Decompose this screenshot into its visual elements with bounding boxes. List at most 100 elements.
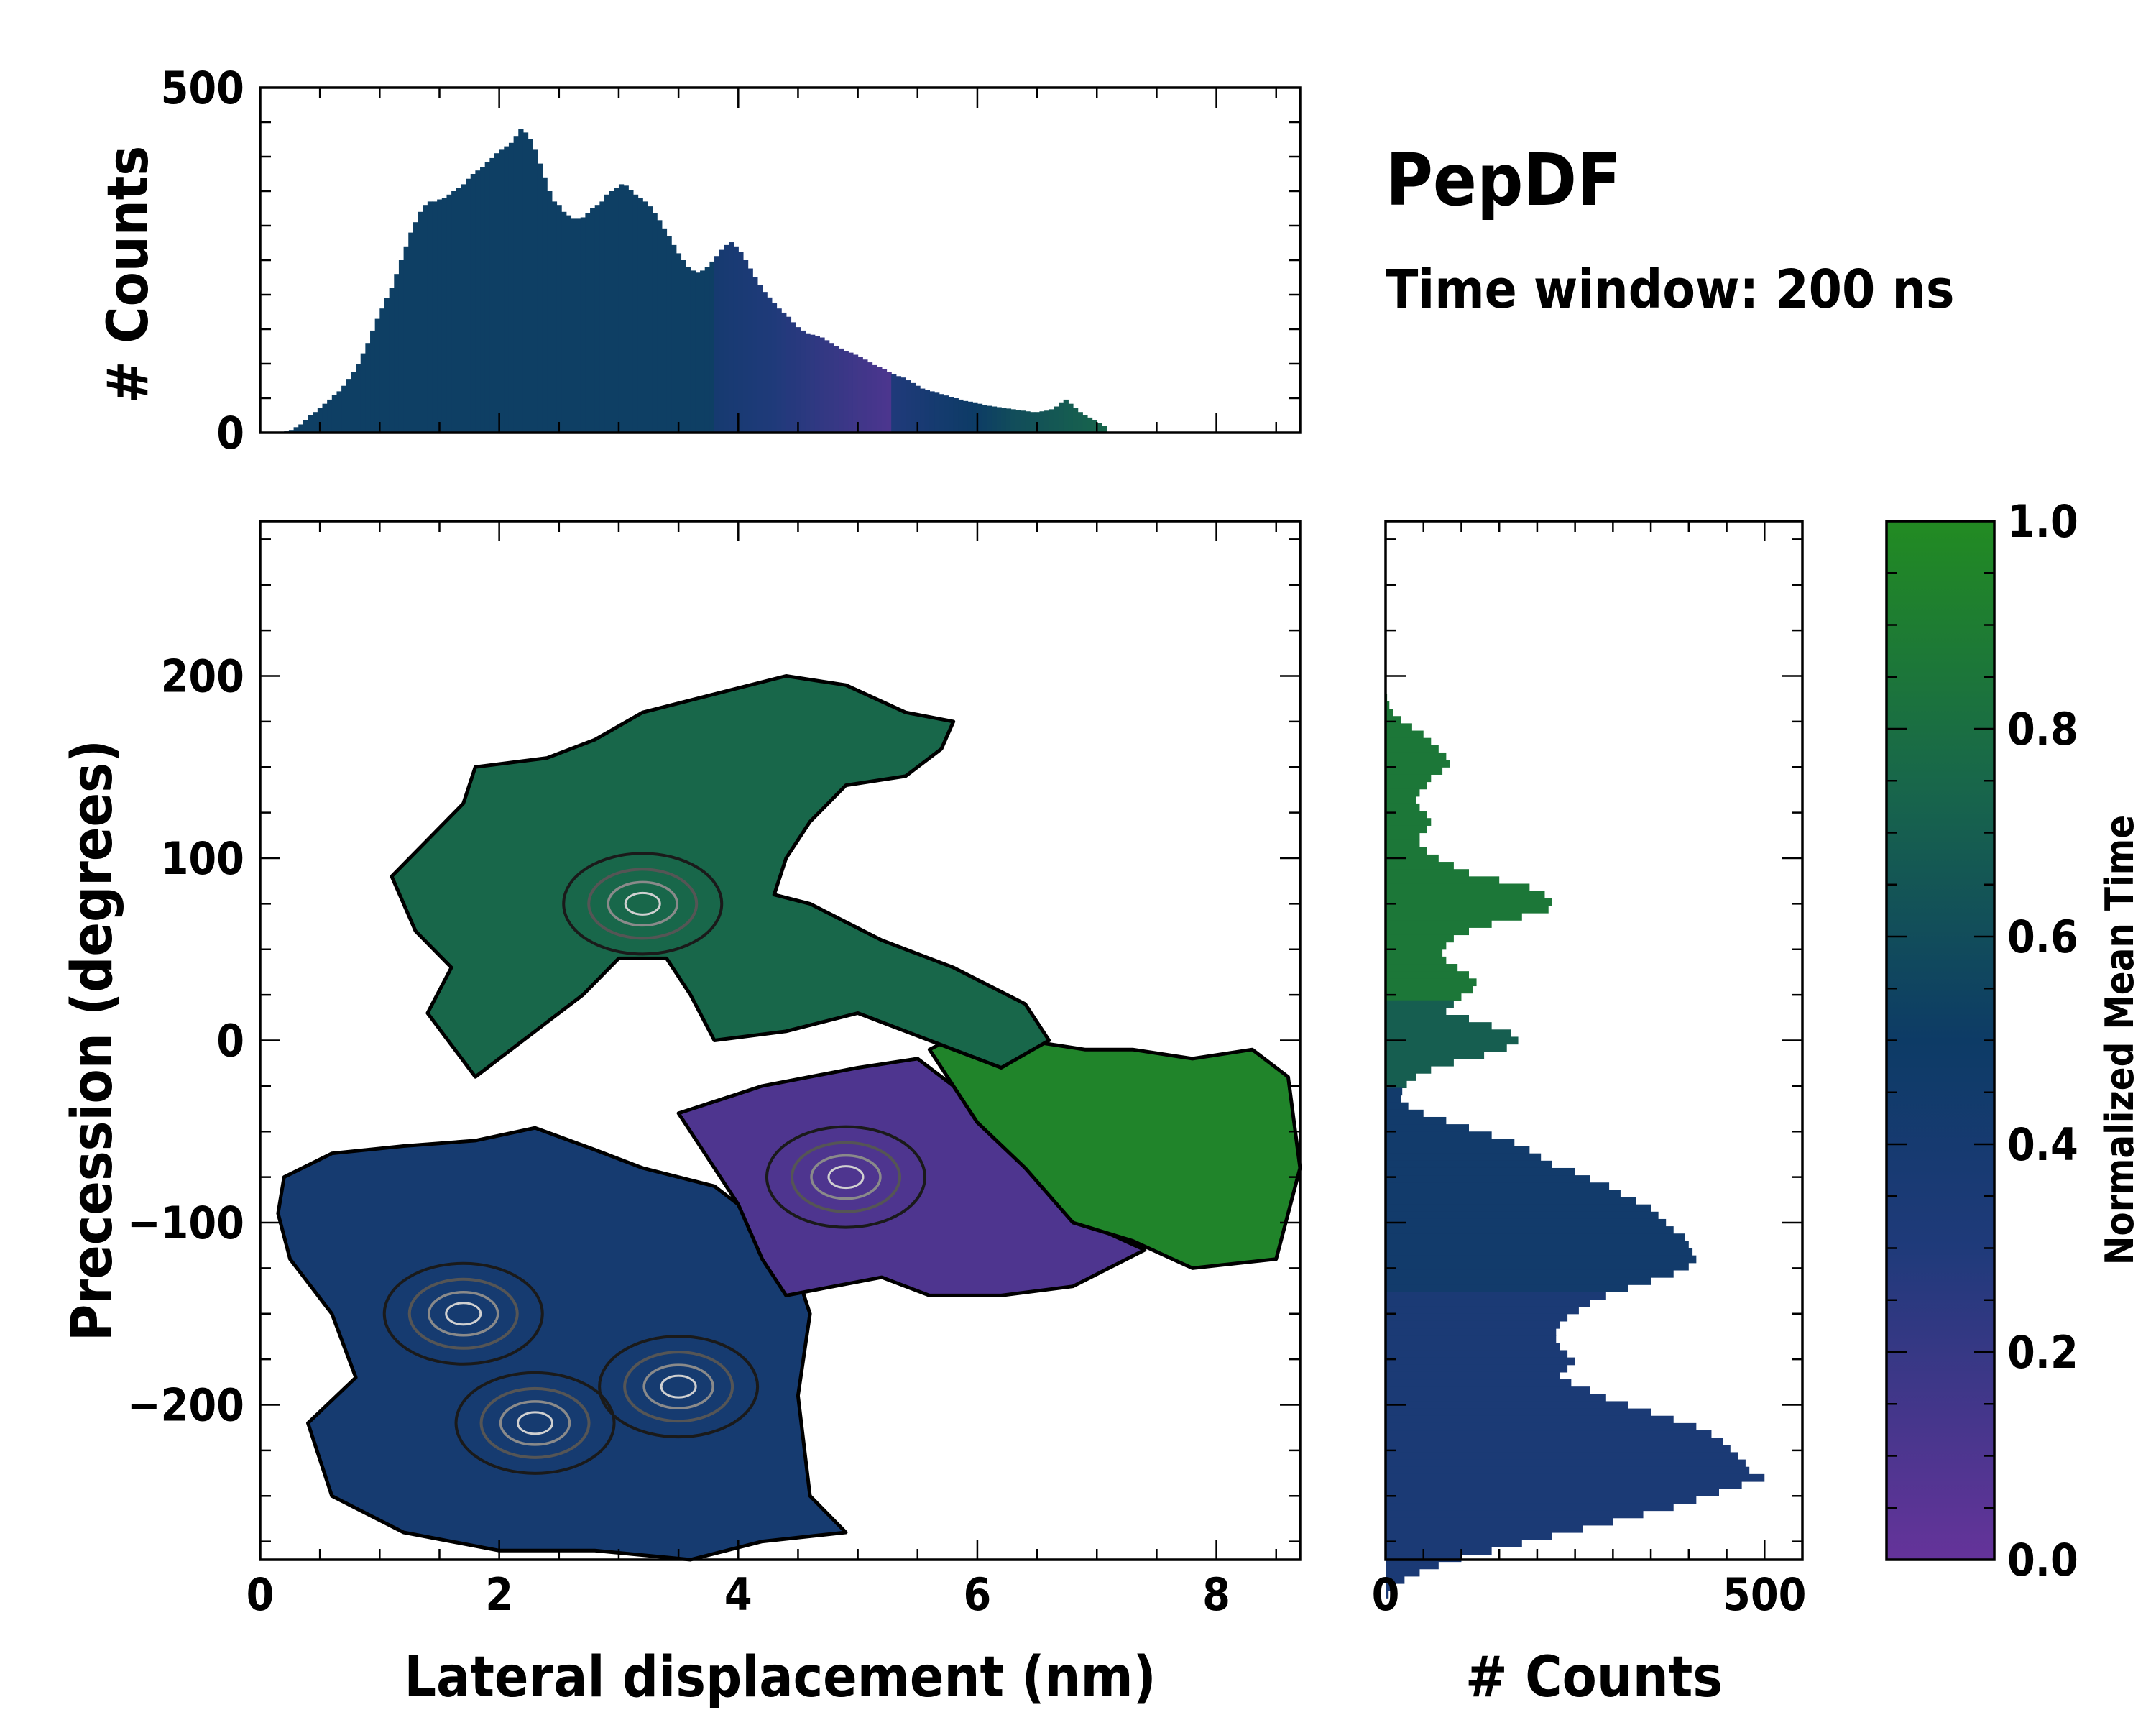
right-hist-bar [1386,1532,1552,1540]
top-hist-bar [322,403,328,433]
top-hist-bar [1001,408,1007,433]
right-hist-bar [1386,1284,1628,1292]
top-hist-bar [939,394,944,433]
right-x-tick-label: 500 [1723,1568,1806,1621]
top-hist-bar [441,198,448,433]
right-hist-bar [1386,1248,1693,1256]
top-hist-bar [1063,399,1069,433]
top-hist-bar [906,380,911,433]
top-hist-bar [389,288,395,433]
top-hist-bar [331,395,338,433]
right-hist-bar [1386,1568,1420,1577]
top-hist-bar [466,178,471,433]
right-hist-bar [1386,1357,1575,1366]
right-hist-bar [1386,1386,1590,1394]
right-hist-bar [1386,1503,1674,1512]
top-hist-bar [686,267,691,433]
top-hist-bar [982,405,987,433]
right-hist-bar [1386,1124,1469,1132]
right-hist-bar [1386,832,1420,841]
top-hist-bar [580,217,586,433]
right-hist-bar [1386,1218,1667,1227]
right-hist-bar [1386,774,1432,783]
right-hist-bar [1386,1350,1568,1358]
top-hist-bar [676,253,682,433]
colorbar-gradient [1886,521,1994,1560]
right-hist-bar [1386,949,1443,957]
x-tick-label: 6 [964,1568,992,1621]
top-hist-bar [576,218,581,433]
density-contour-1-2 [587,868,699,940]
top-hist-bar [747,268,753,433]
top-hist-bar [370,330,376,433]
right-histogram: 0 500# Counts [1372,520,1806,1710]
right-x-tick-label: 0 [1372,1568,1400,1621]
top-hist-bar [637,198,643,433]
right-hist-bar [1386,1065,1432,1074]
top-hist-bar [752,277,758,433]
right-hist-bar [1386,1547,1492,1555]
right-hist-bar [1386,701,1390,709]
top-hist-bar [1068,403,1074,433]
density-contour-3-3 [427,1291,499,1337]
right-hist-bar [1386,723,1412,732]
top-hist-bar [1101,426,1107,433]
right-hist-bar [1386,1146,1530,1154]
top-hist-bar [967,401,973,433]
right-hist-bar [1386,1481,1742,1489]
top-hist-bar [508,142,515,433]
right-hist-bar [1386,971,1469,979]
top-hist-bar [1087,417,1093,433]
right-hist-bar [1386,825,1427,834]
colorbar-tick-label: 0.4 [2007,1118,2078,1171]
right-hist-bar [1386,956,1447,965]
top-hist-bar [944,395,949,433]
top-hist-bar [652,213,658,433]
top-hist-bar [461,184,466,433]
right-hist-bar [1386,862,1454,870]
top-hist-bar [384,298,390,433]
right-hist-bar [1386,1335,1557,1343]
top-hist-bar [1059,402,1064,433]
right-hist-bar [1386,927,1469,936]
top-hist-bar [628,190,634,433]
top-hist-bar [484,162,490,433]
top-hist-bar [877,367,883,433]
right-hist-bar [1386,1459,1746,1468]
top-hist-bar [661,228,668,433]
top-hist-bar [924,390,931,433]
top-hist-bar [1097,423,1102,433]
top-hist-bar [767,297,773,433]
right-hist-bar [1386,1102,1409,1110]
density-contour-2-2 [790,1141,901,1213]
right-hist-bar [1386,1022,1492,1030]
top-hist-bar [886,372,892,433]
right-hist-bar [1386,1452,1738,1460]
top-hist-bar [551,201,558,433]
y-tick-label: 100 [161,832,244,885]
top-hist-bar [489,157,495,433]
right-hist-bar [1386,1583,1393,1591]
top-hist-bar [690,270,696,433]
top-hist-bar [929,391,935,433]
top-hist-bar [293,427,299,433]
top-hist-bar [599,201,605,433]
top-hist-bar [857,356,863,433]
right-hist-bar [1386,1328,1557,1336]
top-hist-bar [824,340,830,433]
top-hist-bar [958,399,964,433]
density-contour-4-1 [454,1371,616,1475]
top-hist-bar [313,412,318,433]
top-hist-bar [1025,411,1031,433]
top-hist-bar [365,343,371,433]
top-hist-bar [379,308,385,433]
top-hist-bar [528,139,533,433]
right-hist-bar [1386,964,1458,972]
top-histogram: 0 500# Counts [96,62,1302,459]
density-contour-2-4 [827,1165,865,1190]
top-hist-bar [427,201,433,433]
top-hist-bar [724,244,729,433]
right-hist-bar [1386,1517,1613,1526]
top-hist-bar [456,188,462,433]
right-hist-bar [1386,1073,1416,1081]
